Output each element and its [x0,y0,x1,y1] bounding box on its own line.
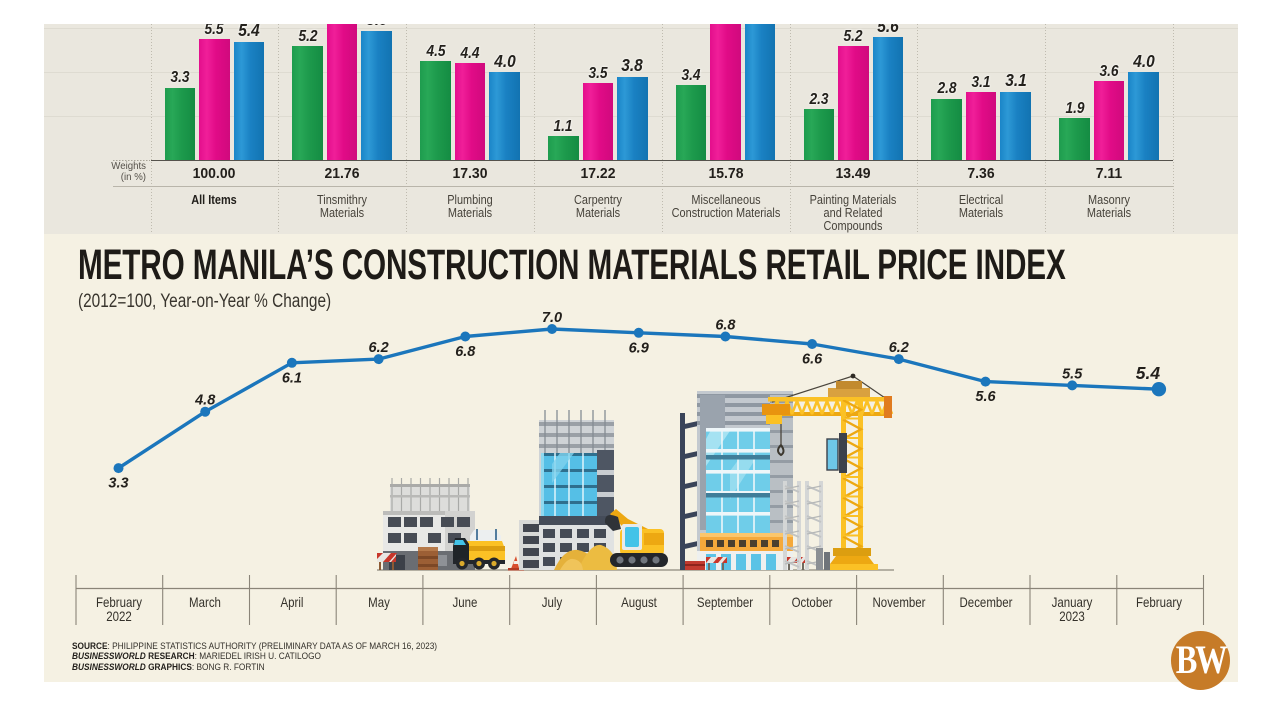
svg-text:5.5: 5.5 [1062,366,1083,382]
svg-text:6.6: 6.6 [802,352,823,368]
svg-text:4.8: 4.8 [194,393,216,409]
svg-text:5.4: 5.4 [1136,363,1161,383]
svg-text:3.3: 3.3 [108,476,128,492]
svg-text:6.9: 6.9 [629,340,649,356]
svg-text:5.6: 5.6 [975,389,996,405]
svg-text:6.8: 6.8 [715,318,736,334]
svg-text:6.2: 6.2 [889,340,909,356]
svg-text:6.8: 6.8 [455,344,476,360]
svg-text:7.0: 7.0 [542,310,562,326]
svg-text:6.2: 6.2 [369,340,389,356]
svg-text:6.1: 6.1 [282,370,302,386]
